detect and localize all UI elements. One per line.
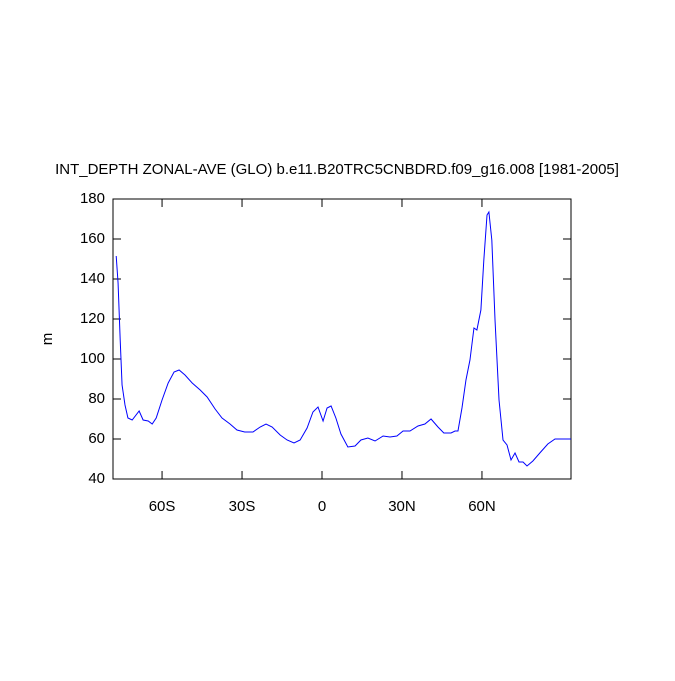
y-axis-label: m [39, 333, 56, 346]
y-tick-label: 80 [88, 390, 105, 407]
plot-frame [112, 198, 572, 480]
y-tick-label: 120 [80, 310, 105, 327]
y-tick-label: 160 [80, 230, 105, 247]
y-tick-label: 180 [80, 190, 105, 207]
chart-title: INT_DEPTH ZONAL-AVE (GLO) b.e11.B20TRC5C… [55, 161, 619, 178]
x-tick-label: 30N [388, 498, 416, 515]
y-tick-label: 140 [80, 270, 105, 287]
x-tick-label: 60N [468, 498, 496, 515]
data-line [115, 210, 571, 467]
y-tick-label: 100 [80, 350, 105, 367]
y-tick-label: 60 [88, 430, 105, 447]
y-tick-label: 40 [88, 470, 105, 487]
x-tick-label: 0 [318, 498, 326, 515]
x-tick-label: 60S [149, 498, 176, 515]
x-tick-label: 30S [229, 498, 256, 515]
